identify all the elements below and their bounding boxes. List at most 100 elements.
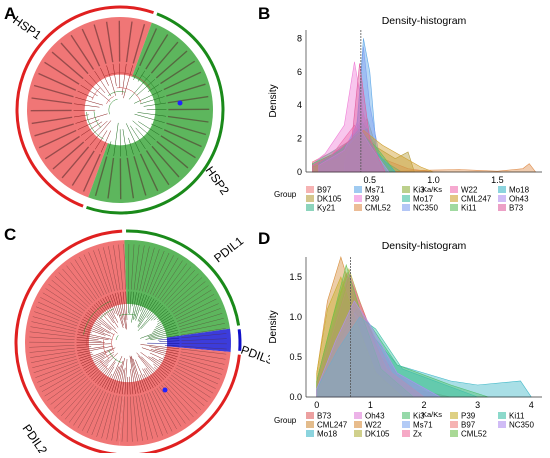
legend-label: W22 [365, 421, 382, 430]
panel-a-letter: A [4, 4, 16, 24]
legend-swatch [402, 412, 410, 419]
chart-d: Density-histogram Density 0.0 0.5 1.0 1.5 0 1 2 3… [262, 225, 550, 453]
legend-label: Ki3 [413, 186, 425, 195]
legend-label: NC350 [413, 204, 438, 213]
x-tick-label: 3 [475, 400, 480, 410]
legend-swatch [450, 195, 458, 202]
legend-label: P39 [461, 412, 476, 421]
x-axis-label: Ka/Ks [422, 185, 442, 194]
legend-swatch [354, 412, 362, 419]
x-axis-label: Ka/Ks [422, 410, 442, 419]
legend-swatch [402, 186, 410, 193]
y-axis-label: Density [268, 310, 279, 343]
panel-b-letter: B [258, 4, 270, 24]
panel-c-letter: C [4, 225, 16, 245]
chart-title: Density-histogram [382, 240, 467, 252]
legend-swatch [306, 412, 314, 419]
y-tick-label: 0.5 [289, 352, 302, 362]
legend-label: Mo18 [317, 430, 338, 439]
x-tick-label: 1.5 [491, 175, 504, 185]
legend-swatch [306, 186, 314, 193]
legend-swatch [498, 412, 506, 419]
legend-label: Ms71 [365, 186, 385, 195]
legend-label: NC350 [509, 421, 534, 430]
legend-label: Zx [413, 430, 422, 439]
legend-swatch [354, 430, 362, 437]
legend-swatch [498, 186, 506, 193]
legend-label: Ki11 [461, 204, 477, 213]
clade-label-pdil1: PDIL1 [211, 234, 246, 266]
legend-swatch [498, 421, 506, 428]
clade-label-pdil2: PDIL2 [20, 422, 51, 453]
legend-swatch [306, 204, 314, 211]
legend-label: Ki11 [509, 412, 525, 421]
legend-swatch [450, 430, 458, 437]
y-tick-label: 2 [297, 134, 302, 144]
legend-swatch [450, 421, 458, 428]
x-tick-label: 1.0 [427, 175, 440, 185]
y-tick-label: 1.0 [289, 312, 302, 322]
legend-swatch [306, 195, 314, 202]
clade-arc-3 [239, 329, 240, 350]
legend-label: CML247 [461, 195, 492, 204]
y-tick-label: 0 [297, 167, 302, 177]
highlight-dot [178, 101, 183, 106]
legend-label: Oh43 [509, 195, 529, 204]
legend-label: Mo17 [413, 195, 434, 204]
legend-label: Ky21 [317, 204, 336, 213]
legend-swatch [498, 204, 506, 211]
y-axis-label: Density [268, 84, 279, 117]
panel-d: Density-histogram Density 0.0 0.5 1.0 1.5 0 1 2 3… [262, 225, 550, 453]
legend-swatch [450, 186, 458, 193]
y-tick-label: 1.5 [289, 272, 302, 282]
legend-label: B73 [509, 204, 524, 213]
legend-label: CML52 [461, 430, 487, 439]
legend-label: DK105 [317, 195, 342, 204]
legend-label: Mo18 [509, 186, 530, 195]
legend-swatch [306, 421, 314, 428]
legend-label: B97 [317, 186, 332, 195]
legend-swatch [402, 430, 410, 437]
panel-d-letter: D [258, 229, 270, 249]
x-tick-label: 0.5 [364, 175, 377, 185]
legend-label: W22 [461, 186, 478, 195]
legend-swatch [450, 412, 458, 419]
legend-swatch [306, 430, 314, 437]
legend-swatch [450, 204, 458, 211]
legend-swatch [402, 421, 410, 428]
clade-label-hsp2: HSP2 [203, 164, 233, 198]
x-tick-label: 4 [529, 400, 534, 410]
legend-label: P39 [365, 195, 380, 204]
highlight-dot [163, 388, 168, 393]
legend-label: B73 [317, 412, 332, 421]
chart-title: Density-histogram [382, 15, 467, 27]
legend-label: B97 [461, 421, 476, 430]
legend-label: CML247 [317, 421, 348, 430]
y-tick-label: 0.0 [289, 392, 302, 402]
legend-swatch [498, 195, 506, 202]
legend-swatch [402, 195, 410, 202]
legend-swatch [354, 204, 362, 211]
legend-label: Oh43 [365, 412, 385, 421]
legend-swatch [354, 195, 362, 202]
legend-title: Group [274, 190, 297, 199]
legend-swatch [402, 204, 410, 211]
legend-label: CML52 [365, 204, 391, 213]
legend-label: Ms71 [413, 421, 433, 430]
legend-title: Group [274, 416, 297, 425]
y-tick-label: 4 [297, 100, 302, 110]
x-tick-label: 0 [314, 400, 319, 410]
legend-label: Ki3 [413, 412, 425, 421]
legend-swatch [354, 421, 362, 428]
x-tick-label: 2 [421, 400, 426, 410]
x-tick-label: 1 [368, 400, 373, 410]
legend-label: DK105 [365, 430, 390, 439]
y-tick-label: 6 [297, 67, 302, 77]
legend-swatch [354, 186, 362, 193]
